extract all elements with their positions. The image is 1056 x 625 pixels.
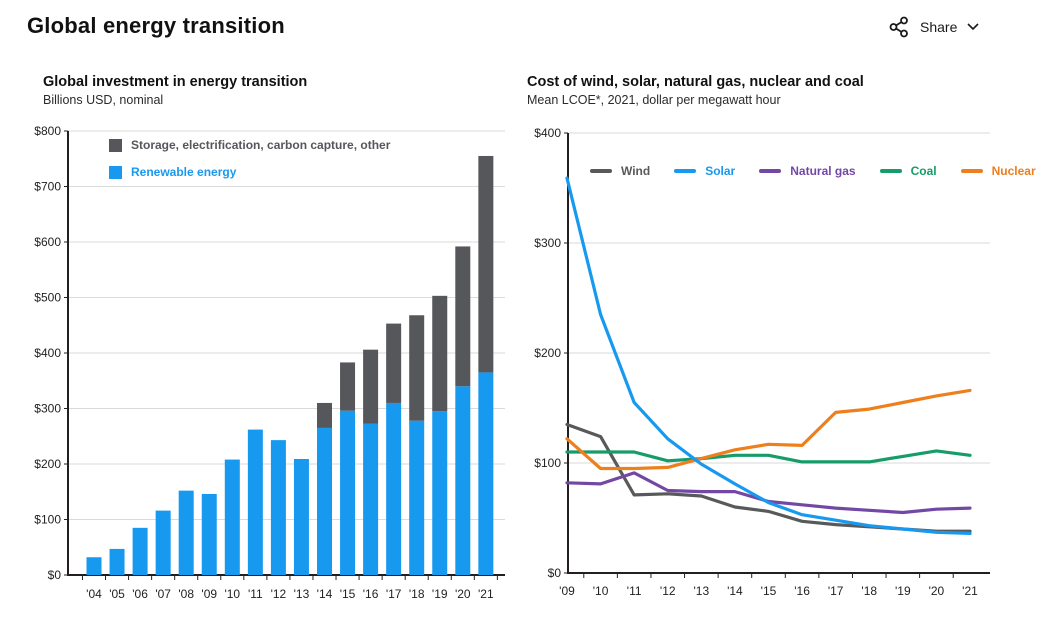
svg-text:'18: '18: [861, 584, 877, 598]
svg-text:$800: $800: [34, 124, 61, 138]
svg-text:$0: $0: [48, 568, 62, 582]
legend-swatch: [879, 169, 902, 173]
svg-text:'07: '07: [155, 587, 171, 601]
legend-swatch: [109, 138, 122, 152]
legend-item: Wind: [590, 164, 650, 178]
svg-text:'21: '21: [478, 587, 494, 601]
lcoe-chart-legend: Wind Solar Natural gas Coal Nuclear: [590, 164, 1036, 178]
svg-text:'05: '05: [109, 587, 125, 601]
svg-text:'13: '13: [694, 584, 710, 598]
legend-label: Wind: [621, 164, 651, 178]
legend-item: Storage, electrification, carbon capture…: [109, 138, 390, 152]
svg-text:$100: $100: [534, 456, 561, 470]
legend-label: Renewable energy: [131, 165, 237, 179]
legend-swatch: [674, 169, 697, 173]
svg-text:'21: '21: [962, 584, 978, 598]
share-label: Share: [920, 19, 958, 35]
svg-text:'20: '20: [929, 584, 945, 598]
svg-text:'18: '18: [409, 587, 425, 601]
lcoe-chart: Cost of wind, solar, natural gas, nuclea…: [527, 74, 1036, 598]
lcoe-chart-title: Cost of wind, solar, natural gas, nuclea…: [527, 74, 864, 90]
legend-label: Nuclear: [991, 164, 1036, 178]
investment-chart-title: Global investment in energy transition: [43, 74, 308, 90]
legend-item: Natural gas: [759, 164, 856, 178]
investment-chart-plot: $0 $100 $200 $300 $400 $500 $600 $700 $800 '04 '05…: [34, 124, 505, 601]
svg-text:'09: '09: [559, 584, 575, 598]
svg-text:'09: '09: [201, 587, 217, 601]
legend-swatch: [590, 169, 612, 173]
svg-text:'11: '11: [627, 584, 642, 598]
svg-text:'17: '17: [828, 584, 844, 598]
svg-text:'17: '17: [386, 587, 402, 601]
share-button[interactable]: Share: [888, 16, 979, 38]
svg-text:$200: $200: [34, 457, 61, 471]
svg-text:'04: '04: [86, 587, 102, 601]
svg-text:$700: $700: [34, 180, 61, 194]
page-title: Global energy transition: [27, 13, 285, 38]
svg-text:$600: $600: [34, 235, 61, 249]
svg-text:'19: '19: [432, 587, 448, 601]
svg-text:$100: $100: [34, 513, 61, 527]
investment-chart-legend: Storage, electrification, carbon capture…: [109, 138, 390, 179]
svg-text:'08: '08: [178, 587, 194, 601]
legend-item: Solar: [674, 164, 735, 178]
svg-text:'16: '16: [363, 587, 379, 601]
svg-text:'15: '15: [761, 584, 777, 598]
svg-text:'12: '12: [271, 587, 287, 601]
legend-item: Renewable energy: [109, 165, 390, 179]
investment-chart: Global investment in energy transition B…: [30, 74, 530, 601]
lcoe-chart-subtitle: Mean LCOE*, 2021, dollar per megawatt ho…: [527, 93, 781, 107]
legend-item: Nuclear: [960, 164, 1036, 178]
svg-text:$400: $400: [34, 346, 61, 360]
svg-text:'14: '14: [727, 584, 743, 598]
svg-text:$300: $300: [34, 402, 61, 416]
svg-text:'15: '15: [340, 587, 356, 601]
svg-text:'12: '12: [660, 584, 676, 598]
investment-chart-subtitle: Billions USD, nominal: [43, 93, 164, 107]
svg-text:$0: $0: [548, 566, 562, 580]
legend-swatch: [960, 169, 983, 173]
svg-text:$500: $500: [34, 291, 61, 305]
svg-text:'19: '19: [895, 584, 911, 598]
share-nodes-icon: [889, 16, 908, 38]
lcoe-chart-plot: $0 $100 $200 $300 $400 '09 '10 '11 '12 '13 '14 '15 '…: [534, 126, 990, 598]
svg-text:'14: '14: [317, 587, 333, 601]
svg-text:'13: '13: [294, 587, 310, 601]
chevron-down-icon: [967, 23, 979, 31]
svg-text:$200: $200: [534, 346, 561, 360]
svg-text:'11: '11: [248, 587, 263, 601]
legend-label: Storage, electrification, carbon capture…: [131, 138, 391, 152]
legend-label: Natural gas: [790, 164, 856, 178]
legend-swatch: [759, 169, 782, 173]
svg-text:'16: '16: [794, 584, 810, 598]
legend-swatch: [109, 165, 122, 179]
legend-label: Solar: [705, 164, 736, 178]
svg-text:'10: '10: [593, 584, 609, 598]
svg-text:$300: $300: [534, 236, 561, 250]
svg-text:'20: '20: [455, 587, 471, 601]
legend-label: Coal: [910, 164, 937, 178]
legend-item: Coal: [879, 164, 937, 178]
svg-text:'06: '06: [132, 587, 148, 601]
svg-text:$400: $400: [534, 126, 561, 140]
svg-text:'10: '10: [224, 587, 240, 601]
